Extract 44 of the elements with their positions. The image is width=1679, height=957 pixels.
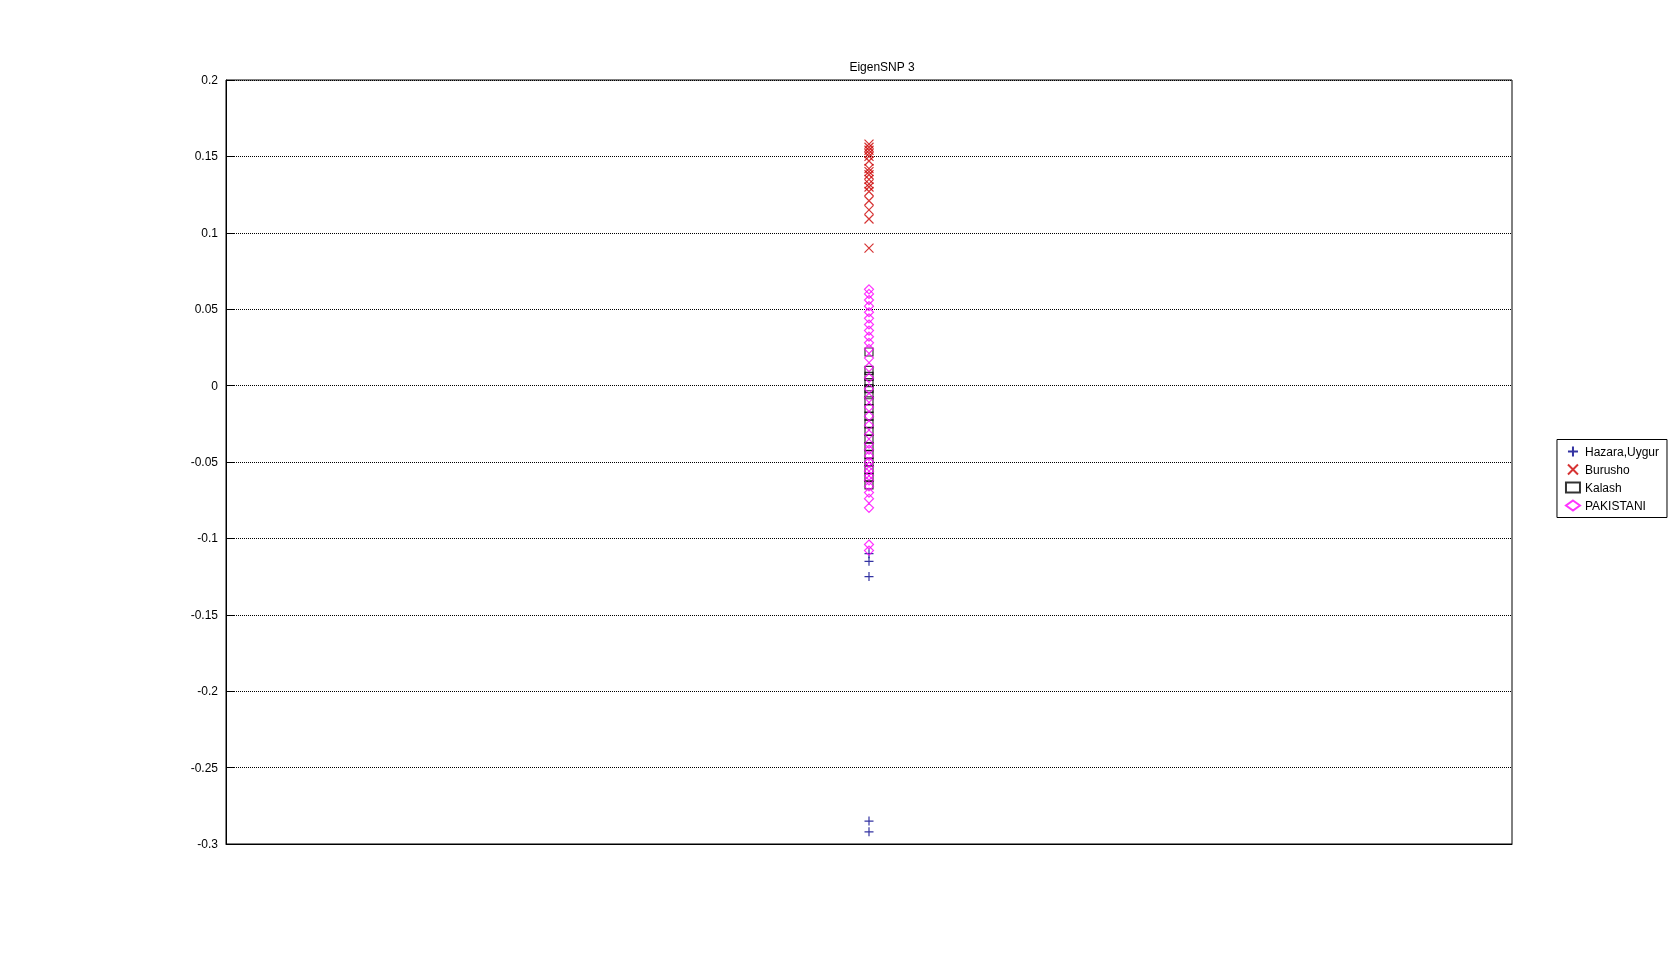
point [863,313,875,324]
point [863,493,875,504]
y-tick-label: 0.05 [194,302,219,317]
point [863,242,875,254]
y-tick-label: -0.3 [197,837,219,851]
point [864,347,874,357]
point [863,539,875,550]
point [863,331,875,342]
point [863,461,875,472]
point [863,319,875,330]
y-tick-label: 0 [211,378,219,393]
point [863,284,875,295]
y-tick-label: 0.15 [194,149,219,164]
point [864,434,874,444]
point [864,377,874,388]
legend-label: PAKISTANI [1584,498,1646,513]
y-tick-label: -0.05 [190,455,219,469]
point [863,502,875,513]
point [863,815,875,827]
y-tick-label: 0.2 [201,73,219,87]
point [863,556,875,567]
point [863,337,875,348]
point [863,438,875,449]
point [863,325,875,336]
point [863,288,875,300]
point [863,571,875,582]
y-tick-label: 0.1 [201,225,219,240]
point [863,826,875,837]
y-tick-label: -0.2 [197,684,219,699]
y-tick-label: -0.15 [190,607,219,622]
point [863,343,875,355]
point [863,301,875,312]
point [863,294,875,306]
y-tick-label: -0.1 [197,531,219,546]
point [863,353,875,364]
point [864,396,874,406]
y-tick-label: -0.25 [190,760,219,775]
legend-label: Kalash [1584,480,1622,495]
chart-title: EigenSNP 3 [849,60,915,74]
legend-label: Hazara,Uygur [1584,444,1659,459]
point [863,475,875,486]
point [863,487,875,498]
point [863,307,875,318]
legend-label: Burusho [1584,462,1630,477]
